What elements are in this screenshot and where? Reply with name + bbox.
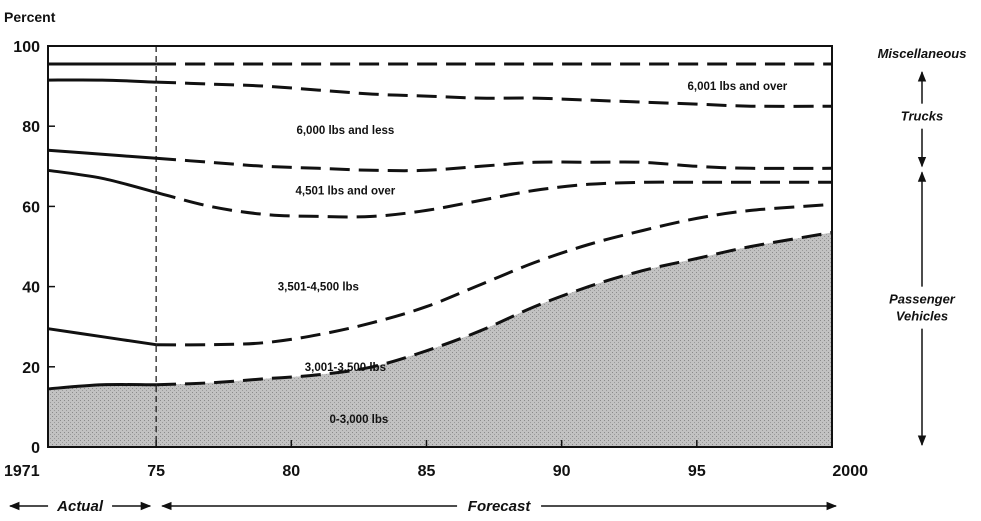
group-label: Trucks (901, 109, 943, 124)
boundary-line-forecast-0 (156, 231, 833, 387)
y-tick-label: 100 (13, 39, 40, 56)
boundary-line-actual-4 (47, 78, 157, 84)
x-tick-label: 1971 (4, 463, 40, 480)
x-tick-label: 75 (147, 463, 165, 480)
series-labels: 0-3,000 lbs 3,001-3,500 lbs 3,501-4,500 lb… (278, 81, 788, 426)
y-tick-label: 40 (22, 280, 40, 297)
shaded-area-0-3000 (48, 232, 832, 447)
y-axis-label: Percent (4, 9, 56, 25)
y-tick-label: 0 (31, 440, 40, 457)
actual-period-label: Actual (56, 498, 104, 515)
group-label: Vehicles (896, 309, 948, 324)
y-tick-label: 80 (22, 119, 40, 136)
y-axis-ticks: 0 20 40 60 80 100 (13, 39, 55, 457)
series-label: 3,501-4,500 lbs (278, 282, 359, 294)
series-label: 4,501 lbs and over (296, 185, 396, 197)
boundary-line-actual-3 (47, 148, 157, 160)
x-tick-label: 2000 (832, 463, 868, 480)
x-axis-ticks: 1971 75 80 85 90 95 2000 (4, 440, 868, 480)
forecast-period-label: Forecast (468, 498, 532, 515)
x-tick-label: 95 (688, 463, 706, 480)
boundary-lines-layer (47, 62, 833, 391)
y-tick-label: 60 (22, 199, 40, 216)
x-tick-label: 85 (418, 463, 436, 480)
boundary-line-forecast-1 (156, 202, 833, 347)
boundary-line-forecast-4 (156, 80, 833, 108)
x-tick-label: 80 (282, 463, 300, 480)
group-label: Passenger (889, 292, 956, 307)
series-label: 0-3,000 lbs (329, 414, 388, 426)
boundary-line-forecast-3 (156, 156, 833, 173)
series-label: 6,001 lbs and over (688, 81, 788, 93)
group-label: Miscellaneous (878, 46, 967, 61)
y-tick-label: 20 (22, 360, 40, 377)
shaded-region-layer (48, 232, 832, 447)
boundary-line-actual-1 (47, 327, 157, 347)
boundary-line-actual-2 (47, 168, 157, 194)
series-label: 3,001-3,500 lbs (305, 362, 386, 374)
x-tick-label: 90 (553, 463, 571, 480)
boundary-line-actual-0 (47, 383, 157, 391)
boundary-line-forecast-2 (155, 180, 832, 219)
plot-area-frame (47, 45, 833, 448)
group-annotations: Miscellaneous Trucks Passenger Vehicles (878, 46, 967, 447)
series-label: 6,000 lbs and less (296, 125, 394, 137)
period-annotations: Actual Forecast (8, 498, 838, 515)
